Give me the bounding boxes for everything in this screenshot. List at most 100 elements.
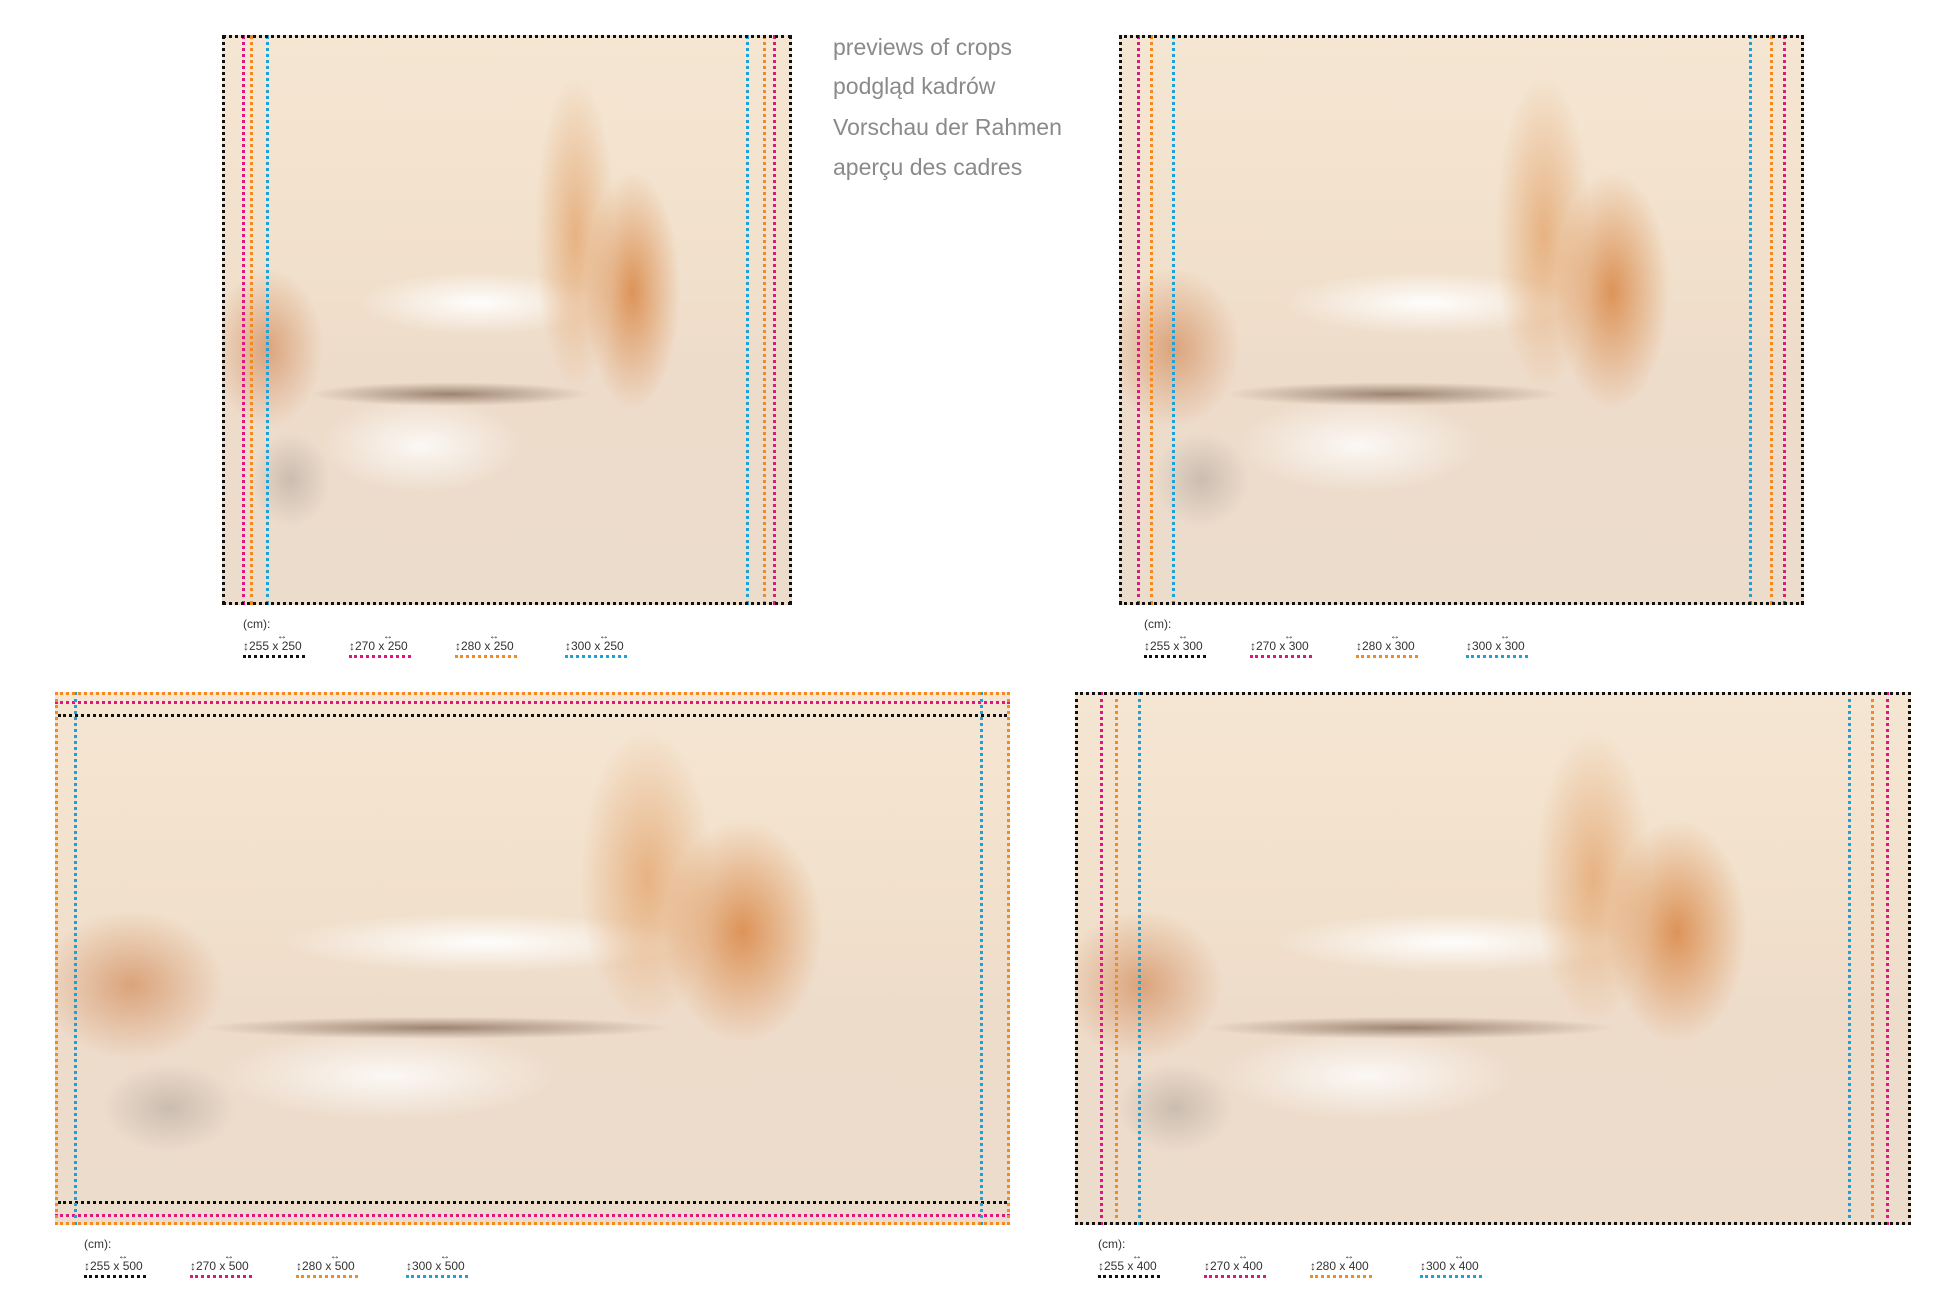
crop-line-280	[1115, 692, 1118, 1225]
crop-line-255	[1075, 692, 1911, 1225]
crop-line-280	[250, 35, 253, 605]
size-text: 255 x 500	[90, 1259, 143, 1273]
vertical-arrow-icon: ↕	[349, 639, 355, 653]
crop-line-300	[1138, 692, 1141, 1225]
vertical-arrow-icon: ↕	[296, 1259, 302, 1273]
legend-item-blue: ↔ ↕300 x 300	[1466, 631, 1530, 658]
horizontal-arrow-icon: ↔	[1132, 1251, 1142, 1262]
vertical-arrow-icon: ↕	[243, 639, 249, 653]
dotted-line-swatch	[349, 655, 411, 658]
crop-line-270	[1100, 692, 1103, 1225]
crop-line-270	[1783, 35, 1786, 605]
unit-label: (cm):	[1144, 617, 1172, 631]
legend-item-black: ↔ ↕255 x 250	[243, 631, 307, 658]
size-label: ↕300 x 250	[565, 639, 629, 653]
heading-pl: podgląd kadrów	[833, 73, 996, 99]
vertical-arrow-icon: ↕	[84, 1259, 90, 1273]
painting-image	[222, 35, 792, 605]
dotted-line-swatch	[565, 655, 627, 658]
painting-image	[55, 692, 1010, 1225]
heading-fr: aperçu des cadres	[833, 154, 1023, 180]
preview-panel-2	[1119, 35, 1804, 605]
dotted-line-swatch	[190, 1275, 252, 1278]
dotted-line-swatch	[1204, 1275, 1266, 1278]
size-label: ↕300 x 400	[1420, 1259, 1484, 1273]
legend-item-magenta: ↔ ↕270 x 500	[190, 1251, 254, 1278]
crop-line-255	[58, 714, 1007, 717]
horizontal-arrow-icon: ↔	[1178, 631, 1188, 642]
vertical-arrow-icon: ↕	[1420, 1259, 1426, 1273]
unit-label: (cm):	[1098, 1237, 1126, 1251]
size-label: ↕270 x 300	[1250, 639, 1314, 653]
horizontal-arrow-icon: ↔	[277, 631, 287, 642]
painting-image	[1119, 35, 1804, 605]
vertical-arrow-icon: ↕	[1356, 639, 1362, 653]
crop-line-280	[1770, 35, 1773, 605]
legend-item-orange: ↔ ↕280 x 300	[1356, 631, 1420, 658]
dotted-line-swatch	[1144, 655, 1206, 658]
crop-line-280	[55, 692, 1010, 1225]
horizontal-arrow-icon: ↔	[224, 1251, 234, 1262]
crop-line-280	[1871, 692, 1874, 1225]
legend-item-orange: ↔ ↕280 x 500	[296, 1251, 360, 1278]
dotted-line-swatch	[455, 655, 517, 658]
crop-line-280	[1150, 35, 1153, 605]
legend-item-magenta: ↔ ↕270 x 300	[1250, 631, 1314, 658]
vertical-arrow-icon: ↕	[406, 1259, 412, 1273]
horizontal-arrow-icon: ↔	[1390, 631, 1400, 642]
size-text: 300 x 400	[1426, 1259, 1479, 1273]
legend-item-orange: ↔ ↕280 x 400	[1310, 1251, 1374, 1278]
horizontal-arrow-icon: ↔	[1344, 1251, 1354, 1262]
size-text: 280 x 400	[1316, 1259, 1369, 1273]
size-label: ↕280 x 500	[296, 1259, 360, 1273]
crop-line-270	[242, 35, 245, 605]
vertical-arrow-icon: ↕	[565, 639, 571, 653]
horizontal-arrow-icon: ↔	[599, 631, 609, 642]
vertical-arrow-icon: ↕	[455, 639, 461, 653]
size-label: ↕255 x 300	[1144, 639, 1208, 653]
legend-item-blue: ↔ ↕300 x 250	[565, 631, 629, 658]
size-text: 270 x 500	[196, 1259, 249, 1273]
horizontal-arrow-icon: ↔	[489, 631, 499, 642]
size-text: 270 x 250	[355, 639, 408, 653]
crop-line-300	[266, 35, 269, 605]
crop-line-255	[58, 1201, 1007, 1204]
size-label: ↕280 x 250	[455, 639, 519, 653]
legend-item-magenta: ↔ ↕270 x 400	[1204, 1251, 1268, 1278]
legend-item-black: ↔ ↕255 x 400	[1098, 1251, 1162, 1278]
size-label: ↕255 x 250	[243, 639, 307, 653]
unit-label: (cm):	[84, 1237, 112, 1251]
horizontal-arrow-icon: ↔	[330, 1251, 340, 1262]
size-text: 280 x 250	[461, 639, 514, 653]
preview-panel-4	[1075, 692, 1911, 1225]
legend-item-black: ↔ ↕255 x 300	[1144, 631, 1208, 658]
dotted-line-swatch	[1420, 1275, 1482, 1278]
crop-line-270	[55, 1214, 1010, 1217]
size-label: ↕300 x 300	[1466, 639, 1530, 653]
crop-line-300	[1848, 692, 1851, 1225]
vertical-arrow-icon: ↕	[1250, 639, 1256, 653]
size-text: 255 x 400	[1104, 1259, 1157, 1273]
dotted-line-swatch	[1466, 655, 1528, 658]
horizontal-arrow-icon: ↔	[440, 1251, 450, 1262]
size-label: ↕270 x 500	[190, 1259, 254, 1273]
size-text: 300 x 300	[1472, 639, 1525, 653]
legend-item-blue: ↔ ↕300 x 400	[1420, 1251, 1484, 1278]
size-label: ↕255 x 500	[84, 1259, 148, 1273]
horizontal-arrow-icon: ↔	[1454, 1251, 1464, 1262]
horizontal-arrow-icon: ↔	[383, 631, 393, 642]
size-label: ↕280 x 300	[1356, 639, 1420, 653]
vertical-arrow-icon: ↕	[1466, 639, 1472, 653]
horizontal-arrow-icon: ↔	[1238, 1251, 1248, 1262]
dotted-line-swatch	[84, 1275, 146, 1278]
legend-item-blue: ↔ ↕300 x 500	[406, 1251, 470, 1278]
size-text: 255 x 250	[249, 639, 302, 653]
crop-line-255	[1119, 35, 1804, 605]
crop-line-300	[980, 692, 983, 1225]
size-label: ↕270 x 250	[349, 639, 413, 653]
legend-item-orange: ↔ ↕280 x 250	[455, 631, 519, 658]
size-text: 270 x 400	[1210, 1259, 1263, 1273]
size-text: 280 x 300	[1362, 639, 1415, 653]
legend-item-black: ↔ ↕255 x 500	[84, 1251, 148, 1278]
horizontal-arrow-icon: ↔	[1500, 631, 1510, 642]
